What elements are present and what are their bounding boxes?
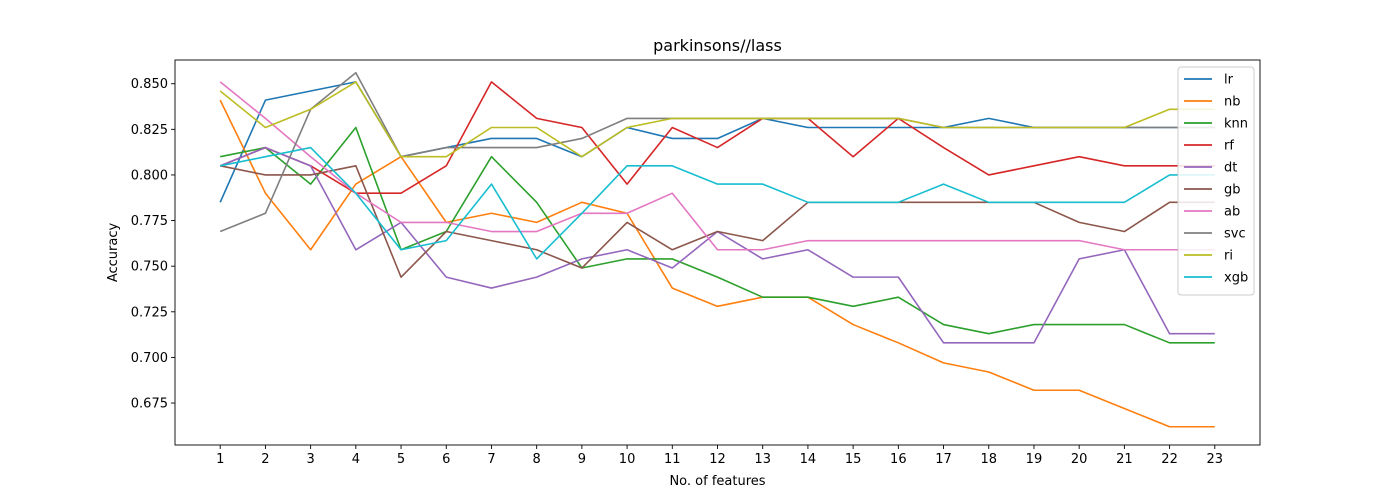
x-tick-label: 14	[800, 452, 817, 467]
x-tick-label: 10	[619, 452, 636, 467]
x-tick-label: 15	[845, 452, 862, 467]
legend-label-svc: svc	[1224, 227, 1246, 242]
x-tick-label: 4	[352, 452, 360, 467]
series-line-knn	[220, 126, 1215, 344]
x-tick-label: 17	[935, 452, 952, 467]
x-tick-label: 23	[1207, 452, 1224, 467]
series-line-gb	[220, 165, 1215, 278]
series-line-rf	[219, 81, 1215, 194]
x-tick-label: 16	[890, 452, 907, 467]
legend-label-gb: gb	[1224, 183, 1241, 198]
x-tick-label: 8	[533, 452, 541, 467]
x-tick-label: 5	[397, 452, 405, 467]
series-line-ri	[219, 81, 1215, 158]
x-tick-label: 2	[261, 452, 269, 467]
x-tick-label: 18	[980, 452, 997, 467]
legend-label-dt: dt	[1224, 161, 1237, 176]
x-tick-label: 7	[487, 452, 495, 467]
series-line-xgb	[220, 146, 1215, 260]
y-tick-label: 0.775	[131, 214, 168, 229]
plot-area: 1 2 3 4 5 6 7 8 9 10 11 12 13 14 15 16 17 18 19 20 21 22 230.6…	[131, 59, 1261, 467]
legend-label-xgb: xgb	[1224, 271, 1248, 286]
x-tick-label: 12	[709, 452, 726, 467]
series-line-dt	[219, 146, 1215, 344]
legend-label-nb: nb	[1224, 95, 1241, 110]
series-line-ab	[219, 81, 1215, 251]
y-tick-label: 0.675	[131, 397, 168, 412]
y-axis-label: Accuracy	[106, 223, 121, 283]
x-tick-label: 11	[664, 452, 681, 467]
x-tick-label: 22	[1161, 452, 1178, 467]
y-tick-label: 0.800	[131, 168, 168, 183]
chart-title: parkinsons//lass	[653, 36, 782, 55]
x-axis-label: No. of features	[669, 474, 765, 489]
legend-label-knn: knn	[1224, 117, 1248, 132]
y-tick-label: 0.700	[131, 351, 168, 366]
x-tick-label: 19	[1026, 452, 1043, 467]
x-tick-label: 9	[578, 452, 586, 467]
legend-label-ri: ri	[1224, 249, 1233, 264]
x-tick-label: 6	[442, 452, 450, 467]
series-line-svc	[219, 71, 1215, 233]
legend-label-rf: rf	[1224, 139, 1234, 154]
x-tick-label: 13	[754, 452, 771, 467]
legend: lr nb knn rf dt gb ab svc ri xgb	[1177, 66, 1255, 296]
x-tick-label: 20	[1071, 452, 1088, 467]
legend-box	[1177, 66, 1255, 296]
y-tick-label: 0.850	[131, 77, 168, 92]
x-tick-label: 21	[1116, 452, 1133, 467]
y-tick-label: 0.750	[131, 260, 168, 275]
legend-label-lr: lr	[1224, 73, 1234, 88]
x-tick-label: 1	[216, 452, 224, 467]
series-line-nb	[219, 99, 1215, 428]
y-tick-label: 0.725	[131, 305, 168, 320]
legend-label-ab: ab	[1224, 205, 1240, 220]
y-tick-label: 0.825	[131, 123, 168, 138]
x-tick-label: 3	[306, 452, 314, 467]
